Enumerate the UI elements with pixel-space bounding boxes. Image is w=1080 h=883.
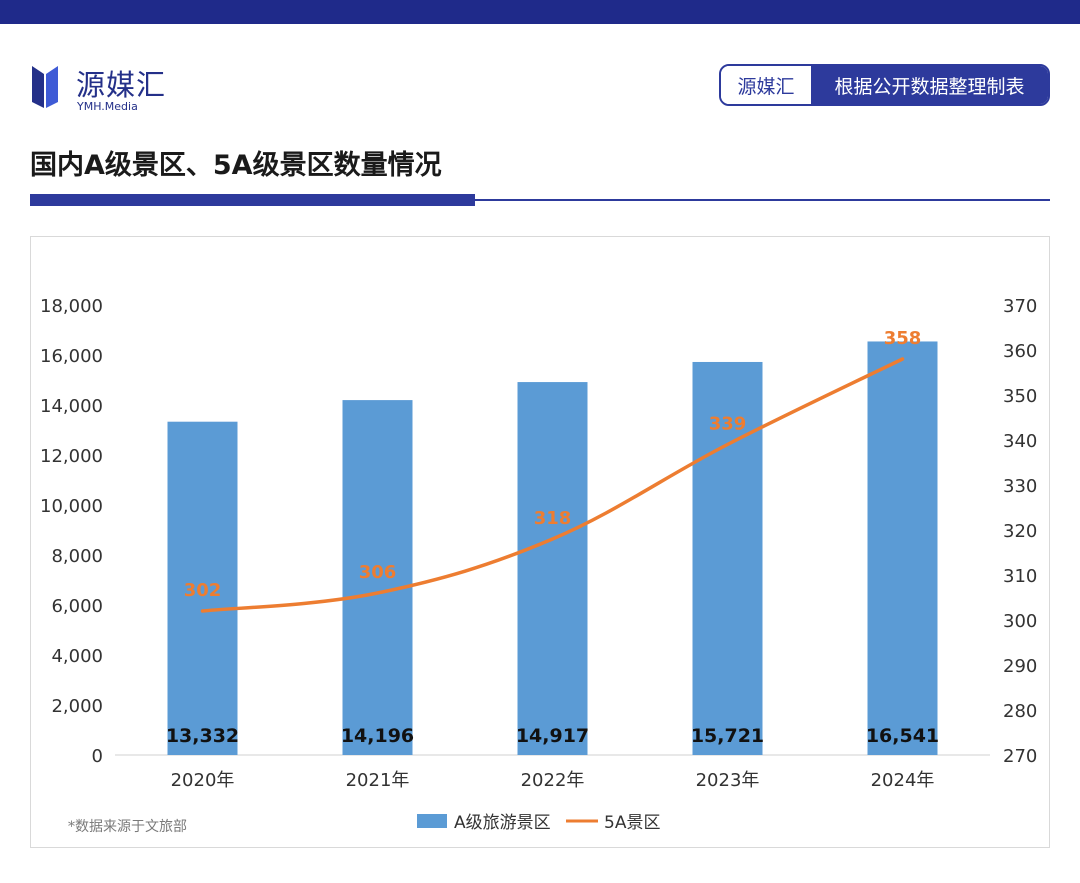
right-axis-tick-label: 310 (1003, 566, 1037, 587)
left-axis-tick-label: 18,000 (40, 296, 103, 317)
x-axis-tick-label: 2022年 (521, 770, 585, 791)
source-footnote: *数据来源于文旅部 (68, 819, 187, 835)
legend-swatch-bar (417, 814, 447, 828)
right-axis-tick-label: 360 (1003, 341, 1037, 362)
x-axis-tick-label: 2024年 (871, 770, 935, 791)
bar-a-level (692, 361, 763, 755)
line-value-label: 318 (534, 508, 572, 529)
line-value-label: 358 (884, 328, 922, 349)
brand-logo: 源媒汇 YMH.Media (30, 60, 190, 116)
line-5a (200, 357, 905, 613)
right-axis-tick-label: 300 (1003, 611, 1037, 632)
logo-subtext: YMH.Media (77, 100, 138, 113)
source-tag-desc: 根据公开数据整理制表 (811, 66, 1048, 104)
right-axis-tick-label: 280 (1003, 701, 1037, 722)
right-axis-tick-label: 350 (1003, 386, 1037, 407)
logo-text: 源媒汇 (76, 68, 167, 102)
right-axis-tick-label: 330 (1003, 476, 1037, 497)
bar-value-label: 14,917 (516, 725, 589, 747)
page-title: 国内A级景区、5A级景区数量情况 (30, 150, 442, 181)
line-value-label: 306 (359, 562, 397, 583)
right-axis-tick-label: 290 (1003, 656, 1037, 677)
left-axis-tick-label: 8,000 (51, 546, 103, 567)
left-axis-tick-label: 16,000 (40, 346, 103, 367)
left-axis-tick-label: 2,000 (51, 696, 103, 717)
legend-label-line: 5A景区 (604, 813, 660, 833)
bar-a-level (342, 400, 413, 755)
right-axis-tick-label: 370 (1003, 296, 1037, 317)
right-axis-tick-label: 320 (1003, 521, 1037, 542)
x-axis-tick-label: 2023年 (696, 770, 760, 791)
line-value-label: 302 (184, 580, 222, 601)
top-accent-bar (0, 0, 1080, 24)
left-axis-tick-label: 14,000 (40, 396, 103, 417)
chart-frame (30, 236, 1050, 848)
right-axis-tick-label: 270 (1003, 746, 1037, 767)
bar-a-level (517, 382, 588, 755)
x-axis-tick-label: 2020年 (171, 770, 235, 791)
bar-value-label: 16,541 (866, 725, 939, 747)
bar-value-label: 15,721 (691, 725, 764, 747)
left-axis-tick-label: 6,000 (51, 596, 103, 617)
bar-value-label: 14,196 (341, 725, 414, 747)
left-axis-tick-label: 12,000 (40, 446, 103, 467)
left-axis-tick-label: 10,000 (40, 496, 103, 517)
brand-mark-icon (32, 66, 58, 108)
legend-label-bar: A级旅游景区 (454, 813, 551, 833)
source-tag: 源媒汇 根据公开数据整理制表 (719, 64, 1050, 106)
left-axis-tick-label: 4,000 (51, 646, 103, 667)
line-value-label: 339 (709, 414, 747, 435)
bar-a-level (867, 341, 938, 755)
left-axis-tick-label: 0 (92, 746, 103, 767)
bar-a-level (167, 421, 238, 755)
source-tag-brand: 源媒汇 (721, 66, 811, 104)
x-axis-tick-label: 2021年 (346, 770, 410, 791)
right-axis-tick-label: 340 (1003, 431, 1037, 452)
title-underline (30, 194, 475, 206)
title-divider (475, 199, 1050, 201)
bar-value-label: 13,332 (166, 725, 239, 747)
